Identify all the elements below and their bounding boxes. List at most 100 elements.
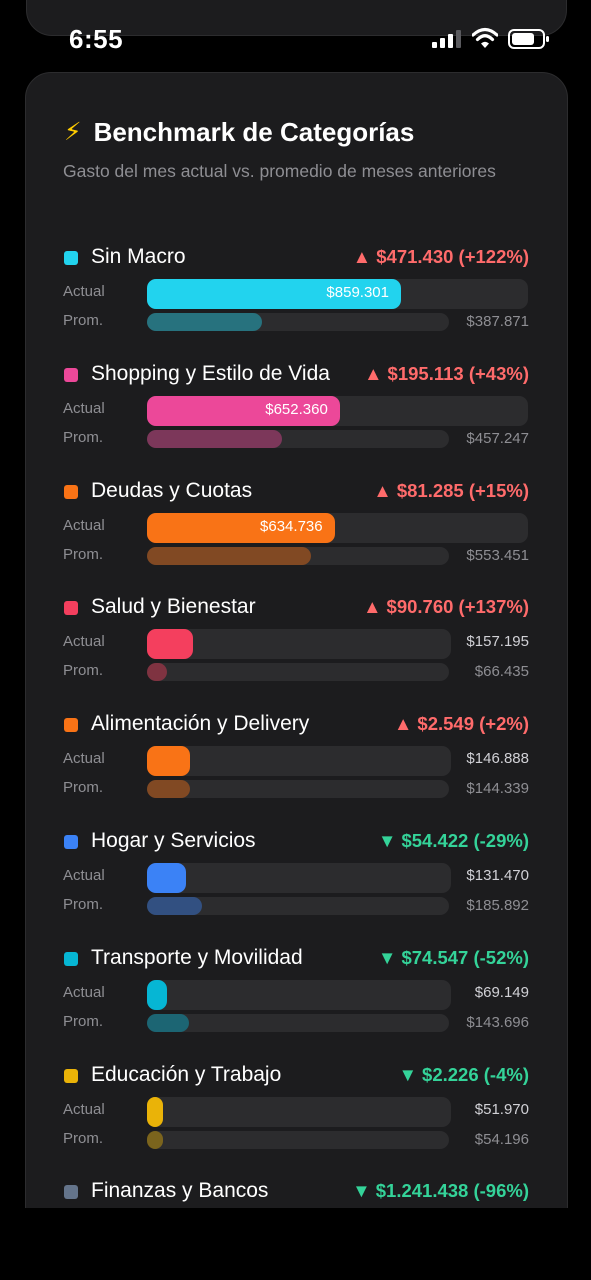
prom-label: Prom. bbox=[63, 1012, 104, 1030]
prom-bar-track bbox=[147, 429, 449, 448]
category-delta: ▲ $195.113 (+43%) bbox=[364, 362, 529, 384]
actual-bar-fill: $634.736 bbox=[147, 512, 335, 543]
category-benchmark-card: ⚡ Benchmark de Categorías Gasto del mes … bbox=[25, 72, 568, 1234]
category-header: Hogar y Servicios ▼ $54.422 (-29%) bbox=[64, 827, 529, 857]
actual-label: Actual bbox=[63, 1100, 105, 1118]
actual-bar-track bbox=[147, 1096, 451, 1127]
prom-bar-track bbox=[147, 897, 449, 915]
prom-bar-track bbox=[147, 780, 449, 799]
category-delta: ▲ $81.285 (+15%) bbox=[373, 479, 529, 501]
prom-value: $143.696 bbox=[466, 1013, 529, 1031]
category-header: Sin Macro ▲ $471.430 (+122%) bbox=[64, 243, 529, 273]
prom-bar-track bbox=[147, 313, 449, 331]
prom-bar-fill bbox=[147, 897, 202, 915]
card-title: Benchmark de Categorías bbox=[93, 117, 415, 147]
wifi-icon bbox=[472, 27, 498, 48]
actual-bar-fill: $652.360 bbox=[147, 395, 340, 426]
category-name: Finanzas y Bancos bbox=[91, 1179, 269, 1203]
category-name: Transporte y Movilidad bbox=[91, 945, 303, 969]
actual-value: $634.736 bbox=[260, 517, 323, 535]
actual-label: Actual bbox=[63, 633, 105, 651]
category-name: Alimentación y Delivery bbox=[91, 712, 310, 736]
prom-bar-fill bbox=[147, 313, 262, 331]
category-delta: ▲ $471.430 (+122%) bbox=[352, 246, 529, 267]
actual-value: $69.149 bbox=[474, 983, 529, 1001]
category-color-swatch bbox=[64, 484, 78, 499]
prom-label: Prom. bbox=[63, 312, 104, 329]
category-color-swatch bbox=[64, 835, 78, 849]
actual-bar-fill bbox=[147, 746, 191, 777]
category-item: Salud y Bienestar ▲ $90.760 (+137%) Actual… bbox=[26, 593, 567, 703]
battery-icon bbox=[508, 29, 549, 49]
prom-label: Prom. bbox=[63, 662, 104, 680]
category-name: Educación y Trabajo bbox=[91, 1062, 282, 1086]
actual-value: $131.470 bbox=[466, 867, 529, 884]
category-delta: ▼ $74.547 (-52%) bbox=[378, 946, 529, 968]
prom-bar-fill bbox=[147, 1130, 164, 1149]
actual-bar-track bbox=[147, 746, 451, 777]
prom-value: $54.196 bbox=[474, 1130, 529, 1148]
prom-label: Prom. bbox=[63, 545, 104, 563]
actual-bar-fill: $859.301 bbox=[147, 279, 401, 309]
category-header: Transporte y Movilidad ▼ $74.547 (-52%) bbox=[64, 944, 529, 974]
category-item: Shopping y Estilo de Vida ▲ $195.113 (+43… bbox=[26, 360, 567, 470]
category-color-swatch bbox=[64, 1185, 78, 1200]
bottom-safe-area bbox=[0, 1208, 591, 1280]
category-delta: ▲ $2.549 (+2%) bbox=[393, 713, 529, 735]
actual-value: $157.195 bbox=[466, 633, 529, 651]
actual-label: Actual bbox=[63, 283, 105, 300]
actual-bar-track: $859.301 bbox=[147, 279, 528, 309]
prom-bar-track bbox=[147, 1130, 449, 1149]
cellular-signal-icon bbox=[432, 30, 461, 48]
prom-value: $66.435 bbox=[474, 663, 529, 681]
actual-value: $146.888 bbox=[466, 750, 529, 768]
prom-bar-fill bbox=[147, 663, 167, 682]
actual-bar-fill bbox=[147, 629, 194, 660]
prom-value: $553.451 bbox=[466, 546, 529, 564]
category-delta: ▼ $54.422 (-29%) bbox=[378, 830, 529, 851]
category-color-swatch bbox=[64, 601, 78, 616]
category-item: Alimentación y Delivery ▲ $2.549 (+2%) Act… bbox=[26, 710, 567, 820]
category-header: Finanzas y Bancos ▼ $1.241.438 (-96%) bbox=[64, 1177, 529, 1207]
category-delta: ▼ $2.226 (-4%) bbox=[398, 1063, 529, 1085]
actual-label: Actual bbox=[63, 983, 105, 1001]
category-color-swatch bbox=[64, 718, 78, 733]
category-item: Hogar y Servicios ▼ $54.422 (-29%) Actual $… bbox=[26, 827, 567, 937]
category-item: Sin Macro ▲ $471.430 (+122%) Actual $859.30… bbox=[26, 243, 567, 353]
actual-bar-track bbox=[147, 629, 451, 660]
actual-label: Actual bbox=[63, 399, 105, 417]
category-color-swatch bbox=[64, 1068, 78, 1083]
category-color-swatch bbox=[64, 367, 78, 382]
actual-bar-fill bbox=[147, 979, 168, 1010]
category-name: Salud y Bienestar bbox=[91, 595, 256, 619]
prom-value: $387.871 bbox=[466, 313, 529, 330]
prom-bar-fill bbox=[147, 1013, 190, 1032]
actual-bar-track: $652.360 bbox=[147, 395, 528, 426]
category-delta: ▼ $1.241.438 (-96%) bbox=[352, 1180, 529, 1202]
prom-label: Prom. bbox=[63, 896, 104, 913]
prom-value: $457.247 bbox=[466, 429, 529, 447]
category-item: Transporte y Movilidad ▼ $74.547 (-52%) Ac… bbox=[26, 944, 567, 1054]
category-color-swatch bbox=[64, 251, 78, 265]
category-header: Alimentación y Delivery ▲ $2.549 (+2%) bbox=[64, 710, 529, 740]
prom-value: $144.339 bbox=[466, 780, 529, 798]
actual-label: Actual bbox=[63, 750, 105, 768]
prom-bar-fill bbox=[147, 429, 283, 448]
category-header: Shopping y Estilo de Vida ▲ $195.113 (+43… bbox=[64, 360, 529, 390]
category-item: Educación y Trabajo ▼ $2.226 (-4%) Actual $… bbox=[26, 1061, 567, 1171]
prom-bar-track bbox=[147, 663, 449, 682]
category-header: Salud y Bienestar ▲ $90.760 (+137%) bbox=[64, 593, 529, 623]
prom-value: $185.892 bbox=[466, 897, 529, 914]
category-header: Deudas y Cuotas ▲ $81.285 (+15%) bbox=[64, 477, 529, 507]
actual-value: $859.301 bbox=[326, 284, 389, 301]
status-time: 6:55 bbox=[69, 24, 124, 54]
actual-bar-track: $634.736 bbox=[147, 512, 528, 543]
status-bar: 6:55 bbox=[0, 0, 591, 72]
category-delta: ▲ $90.760 (+137%) bbox=[363, 596, 529, 618]
lightning-bolt-icon: ⚡ bbox=[64, 118, 82, 146]
actual-value: $652.360 bbox=[265, 400, 328, 418]
card-header: ⚡ Benchmark de Categorías bbox=[64, 117, 414, 148]
category-name: Deudas y Cuotas bbox=[91, 478, 253, 502]
actual-label: Actual bbox=[63, 516, 105, 534]
category-color-swatch bbox=[64, 951, 78, 966]
